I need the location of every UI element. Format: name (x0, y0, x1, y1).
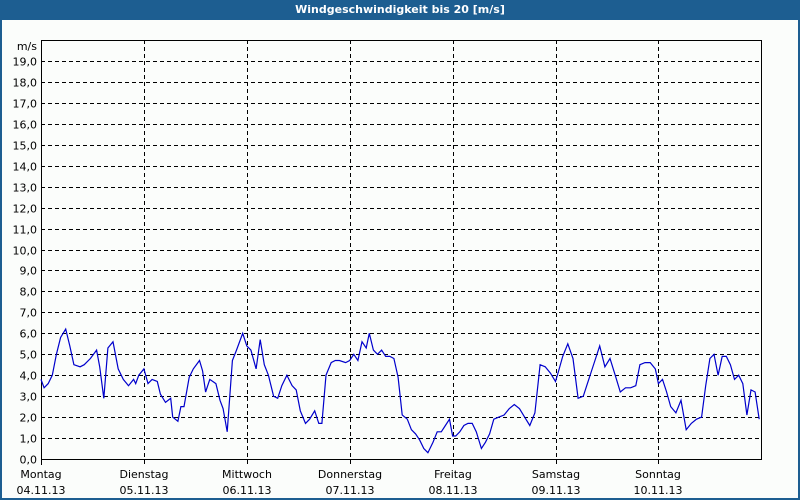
day-date-label: 08.11.13 (429, 484, 478, 497)
day-date-label: 10.11.13 (634, 484, 683, 497)
y-tick-label: 5,0 (20, 349, 38, 362)
day-weekday-label: Montag (20, 468, 61, 481)
y-tick-label: 4,0 (20, 370, 38, 383)
y-tick-label: 15,0 (13, 140, 38, 153)
y-tick-label: 16,0 (13, 119, 38, 132)
y-tick-label: 7,0 (20, 307, 38, 320)
day-date-label: 06.11.13 (223, 484, 272, 497)
y-tick-label: 12,0 (13, 203, 38, 216)
day-date-label: 04.11.13 (17, 484, 66, 497)
day-date-label: 05.11.13 (120, 484, 169, 497)
y-tick-label: 14,0 (13, 161, 38, 174)
y-tick-label: 1,0 (20, 433, 38, 446)
y-tick-label: 9,0 (20, 265, 38, 278)
day-weekday-label: Sonntag (635, 468, 681, 481)
day-weekday-label: Dienstag (119, 468, 168, 481)
chart-panel (2, 20, 798, 498)
day-date-label: 07.11.13 (326, 484, 375, 497)
y-tick-label: 8,0 (20, 286, 38, 299)
y-tick-label: 10,0 (13, 245, 38, 258)
day-weekday-label: Freitag (434, 468, 472, 481)
y-tick-label: 19,0 (13, 56, 38, 69)
y-tick-label: 6,0 (20, 328, 38, 341)
day-weekday-label: Donnerstag (318, 468, 382, 481)
day-date-label: 09.11.13 (532, 484, 581, 497)
y-tick-label: 2,0 (20, 412, 38, 425)
day-weekday-label: Mittwoch (222, 468, 272, 481)
chart-title: Windgeschwindigkeit bis 20 [m/s] (295, 3, 505, 16)
wind-speed-line (40, 327, 760, 454)
y-tick-label: 3,0 (20, 391, 38, 404)
y-axis-unit: m/s (17, 40, 37, 53)
day-weekday-label: Samstag (532, 468, 580, 481)
y-tick-label: 18,0 (13, 77, 38, 90)
y-tick-label: 17,0 (13, 98, 38, 111)
y-tick-label: 11,0 (13, 224, 38, 237)
y-tick-label: 13,0 (13, 182, 38, 195)
chart-title-bar: Windgeschwindigkeit bis 20 [m/s] (0, 0, 800, 20)
y-tick-label: 0,0 (20, 454, 38, 467)
